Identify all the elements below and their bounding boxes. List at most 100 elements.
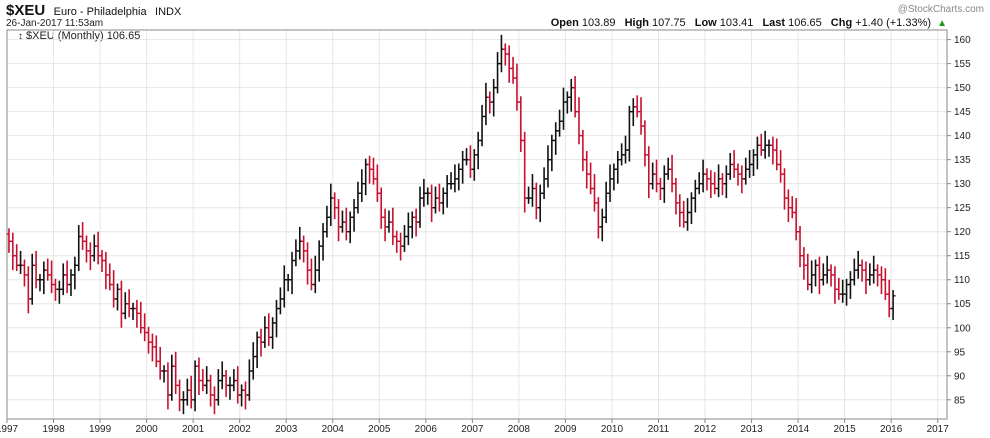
- ohlc-bar: [634, 95, 640, 118]
- y-tick-label: 120: [954, 227, 971, 238]
- ohlc-bar: [122, 292, 128, 320]
- ohlc-bar: [510, 56, 516, 84]
- ohlc-bar: [10, 232, 16, 271]
- ohlc-bar: [262, 316, 268, 348]
- ohlc-bar: [409, 211, 415, 239]
- plot-frame: [6, 29, 948, 420]
- x-tick-label: 2015: [833, 424, 856, 435]
- y-tick-label: 100: [954, 323, 971, 334]
- x-tick-label: 2003: [275, 424, 298, 435]
- x-tick-label: 2011: [648, 424, 670, 435]
- ohlc-bar: [774, 138, 780, 171]
- y-tick-label: 95: [954, 347, 966, 358]
- ohlc-bar: [208, 374, 213, 407]
- quote-bar: Open 103.89 High 107.75 Low 103.41 Last 106.…: [545, 17, 947, 29]
- x-tick-label: 2004: [322, 424, 345, 435]
- ohlc-bar: [177, 379, 182, 412]
- ohlc-bar: [809, 260, 815, 294]
- ohlc-bar: [595, 197, 601, 239]
- low-label: Low: [694, 17, 717, 29]
- ohlc-bar: [669, 154, 675, 193]
- copyright-label[interactable]: @StockCharts.com: [897, 4, 984, 15]
- x-tick-label: 2001: [182, 424, 205, 435]
- x-tick-label: 2010: [601, 424, 624, 435]
- ohlc-bar: [41, 261, 47, 295]
- ohlc-bar: [545, 145, 551, 188]
- y-tick-label: 140: [954, 131, 971, 142]
- ohlc-bar: [301, 235, 307, 263]
- y-tick-label: 105: [954, 299, 971, 310]
- ohlc-bar: [355, 181, 361, 214]
- ohlc-bar: [681, 200, 687, 228]
- ohlc-bar: [479, 104, 485, 147]
- ohlc-bar: [80, 222, 86, 250]
- ohlc-bar: [274, 299, 279, 338]
- last-value: 106.65: [788, 17, 822, 29]
- ohlc-bar: [405, 212, 411, 246]
- ohlc-bar: [382, 208, 388, 242]
- x-tick-label: 2013: [740, 424, 763, 435]
- ohlc-bar: [727, 152, 733, 180]
- ohlc-bar: [351, 199, 357, 232]
- x-tick-label: 1999: [89, 424, 112, 435]
- ohlc-bar: [277, 287, 283, 315]
- ohlc-bar: [526, 186, 531, 204]
- low-value: 103.41: [719, 17, 754, 29]
- ohlc-bar: [130, 302, 136, 321]
- chart-grid: [6, 30, 947, 419]
- x-tick-label: 2000: [135, 424, 158, 435]
- y-tick-label: 110: [954, 275, 970, 286]
- y-tick-label: 145: [954, 107, 971, 118]
- ohlc-bar: [460, 151, 466, 184]
- ohlc-bar: [677, 194, 683, 227]
- ohlc-bar: [84, 235, 89, 263]
- ohlc-bar: [890, 290, 896, 321]
- ohlc-bar: [343, 207, 349, 241]
- x-tick-label: 2007: [461, 424, 484, 435]
- symbol-header: $XEU Euro - Philadelphia INDX: [6, 2, 181, 20]
- ohlc-bar: [433, 186, 438, 214]
- series-legend: ↕ $XEU (Monthly) 106.65: [18, 30, 140, 42]
- legend-text: $XEU (Monthly) 106.65: [26, 30, 141, 42]
- x-tick-label: 2017: [927, 424, 950, 435]
- ohlc-bar: [111, 270, 117, 308]
- ohlc-series: [6, 34, 896, 415]
- ohlc-bar: [115, 283, 120, 311]
- ohlc-bar: [533, 182, 539, 220]
- ohlc-bar: [685, 198, 690, 231]
- symbol-ticker: $XEU: [6, 2, 46, 19]
- ohlc-bar: [530, 174, 535, 207]
- ohlc-bar: [766, 139, 772, 157]
- ohlc-bar: [646, 146, 652, 199]
- ohlc-bar: [499, 34, 504, 73]
- ohlc-bar: [91, 234, 97, 262]
- ohlc-bar: [592, 174, 597, 212]
- ohlc-bar: [312, 255, 318, 294]
- ohlc-bar: [289, 251, 295, 295]
- ohlc-bar: [266, 313, 272, 347]
- ohlc-bar-icon: ↕: [18, 31, 23, 42]
- symbol-name: Euro - Philadelphia: [53, 6, 147, 18]
- ohlc-bar: [650, 162, 656, 190]
- ohlc-bar: [107, 263, 113, 291]
- ohlc-bar: [778, 150, 784, 183]
- ohlc-bar: [568, 78, 574, 112]
- ohlc-bar: [173, 351, 179, 395]
- ohlc-bar: [64, 260, 70, 294]
- x-tick-label: 2006: [415, 424, 438, 435]
- ohlc-bar: [402, 224, 407, 252]
- ohlc-bar: [817, 256, 822, 295]
- x-tick-label: 2014: [787, 424, 810, 435]
- ohlc-bar: [627, 105, 632, 162]
- ohlc-bar: [309, 258, 314, 291]
- ohlc-bar: [603, 181, 609, 224]
- x-tick-label: 2005: [368, 424, 391, 435]
- last-label: Last: [762, 17, 786, 29]
- y-tick-label: 90: [954, 371, 966, 382]
- ohlc-bar: [429, 184, 435, 223]
- y-axis: 85 90 95 100 105 110 115 120 125 130 135 140 145 150 1…: [947, 35, 971, 406]
- ohlc-bar: [456, 163, 462, 191]
- ohlc-bar: [743, 157, 749, 185]
- ohlc-bar: [72, 256, 78, 290]
